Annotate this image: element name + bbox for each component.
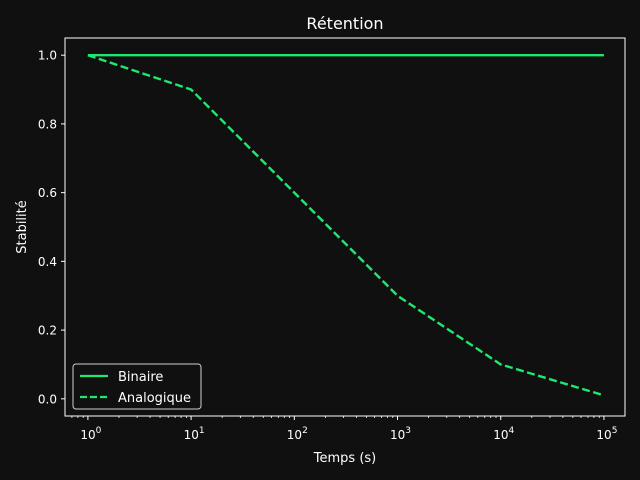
x-tick-label: 101	[184, 426, 205, 442]
y-tick-label: 0.0	[38, 392, 57, 406]
y-axis: 0.0 0.2 0.4 0.6 0.8 1.0	[38, 49, 65, 406]
plot-frame	[64, 37, 626, 417]
x-axis: 100 101 102 103 104 105	[71, 416, 617, 442]
y-tick-label: 0.4	[38, 255, 57, 269]
y-tick-label: 0.6	[38, 186, 57, 200]
series-line-analogique	[87, 54, 605, 397]
y-tick-label: 0.8	[38, 117, 57, 131]
y-tick-label: 0.2	[38, 324, 57, 338]
chart-title: Rétention	[306, 14, 383, 33]
y-axis-label: Stabilité	[15, 200, 30, 254]
x-tick-label: 104	[493, 426, 514, 442]
x-tick-label: 105	[596, 426, 617, 442]
series-layer	[87, 53, 605, 397]
x-axis-label: Temps (s)	[313, 451, 376, 466]
x-tick-label: 100	[80, 426, 101, 442]
y-tick-label: 1.0	[38, 49, 57, 63]
x-tick-label: 103	[390, 426, 411, 442]
legend-label-binaire: Binaire	[118, 370, 163, 385]
x-tick-label: 102	[287, 426, 308, 442]
legend-label-analogique: Analogique	[118, 391, 191, 406]
legend: Binaire Analogique	[72, 363, 202, 410]
